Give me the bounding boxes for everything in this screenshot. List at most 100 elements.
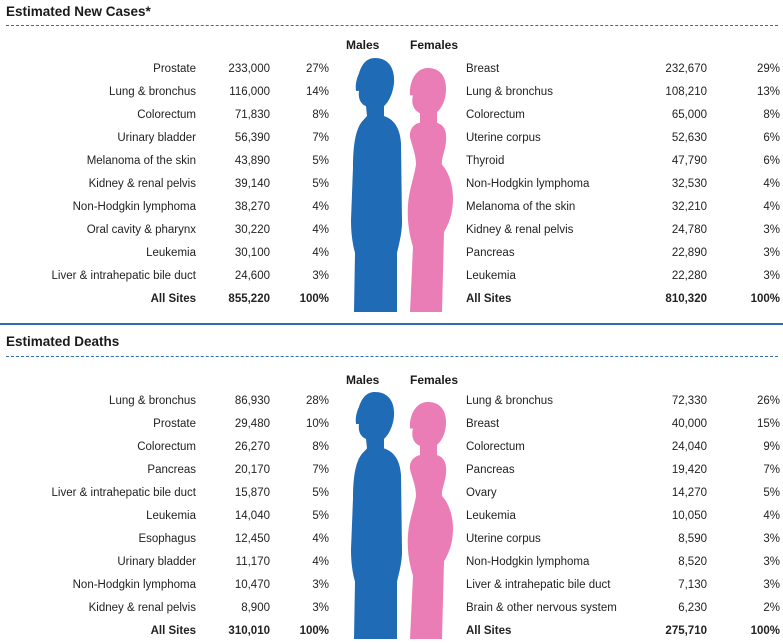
female-site-name: Uterine corpus [466, 132, 541, 144]
female-site-name: Colorectum [466, 441, 525, 453]
male-case-count: 14,040 [234, 510, 270, 522]
male-case-count: 38,270 [234, 201, 270, 213]
female-percent: 26% [756, 395, 780, 407]
female-site-name: Lung & bronchus [466, 395, 553, 407]
male-site-name: Oral cavity & pharynx [86, 224, 196, 236]
table-row: Colorectum 71,830 8% Colorectum 65,000 8% [0, 104, 783, 127]
female-site-name: Colorectum [466, 109, 525, 121]
table-row: Esophagus 12,450 4% Uterine corpus 8,590 3% [0, 528, 783, 551]
female-case-count: 8,590 [678, 533, 707, 545]
female-site-name: Lung & bronchus [466, 86, 553, 98]
female-case-count: 19,420 [671, 464, 707, 476]
male-site-name: Prostate [153, 63, 196, 75]
male-case-count: 56,390 [234, 132, 270, 144]
female-percent: 9% [763, 441, 780, 453]
male-percent: 3% [312, 579, 329, 591]
female-percent: 4% [763, 510, 780, 522]
male-case-count: 11,170 [235, 556, 270, 568]
male-site-name: Kidney & renal pelvis [88, 178, 196, 190]
male-site-name: All Sites [150, 625, 196, 637]
male-percent: 3% [312, 270, 329, 282]
female-percent: 29% [756, 63, 780, 75]
female-case-count: 24,040 [671, 441, 707, 453]
table-row: Kidney & renal pelvis 39,140 5% Non-Hodgkin… [0, 173, 783, 196]
table-row: Urinary bladder 56,390 7% Uterine corpus 52,… [0, 127, 783, 150]
male-percent: 4% [312, 533, 329, 545]
table-row: Melanoma of the skin 43,890 5% Thyroid 47,79… [0, 150, 783, 173]
female-site-name: Ovary [466, 487, 497, 499]
table-row: Colorectum 26,270 8% Colorectum 24,040 9% [0, 436, 783, 459]
total-row: All Sites 855,220 100% All Sites 810,320 100% [0, 288, 783, 311]
female-percent: 3% [763, 270, 780, 282]
male-case-count: 116,000 [229, 86, 270, 98]
new-cases-males-label: Males [346, 38, 380, 52]
table-row: Lung & bronchus 86,930 28% Lung & bronchus 7… [0, 390, 783, 413]
table-row: Prostate 233,000 27% Breast 232,670 29% [0, 58, 783, 81]
male-percent: 5% [312, 155, 329, 167]
male-percent: 27% [305, 63, 329, 75]
female-case-count: 72,330 [671, 395, 707, 407]
table-row: Urinary bladder 11,170 4% Non-Hodgkin lymph… [0, 551, 783, 574]
female-percent: 8% [763, 109, 780, 121]
table-row: Lung & bronchus 116,000 14% Lung & bronchus… [0, 81, 783, 104]
female-site-name: Thyroid [466, 155, 505, 167]
male-site-name: Liver & intrahepatic bile duct [51, 270, 196, 282]
female-percent: 3% [763, 224, 780, 236]
male-percent: 8% [312, 109, 329, 121]
table-row: Prostate 29,480 10% Breast 40,000 15% [0, 413, 783, 436]
deaths-dashed-rule [6, 356, 778, 357]
male-percent: 4% [312, 224, 329, 236]
female-percent: 3% [763, 533, 780, 545]
female-case-count: 24,780 [671, 224, 707, 236]
male-percent: 14% [305, 86, 329, 98]
female-case-count: 6,230 [678, 602, 707, 614]
female-site-name: Breast [466, 418, 500, 430]
male-site-name: Lung & bronchus [109, 86, 196, 98]
male-case-count: 39,140 [234, 178, 270, 190]
male-percent: 7% [312, 132, 329, 144]
table-row: Liver & intrahepatic bile duct 24,600 3% Le… [0, 265, 783, 288]
male-case-count: 8,900 [241, 602, 270, 614]
total-row: All Sites 310,010 100% All Sites 275,710 100% [0, 620, 783, 643]
male-case-count: 15,870 [234, 487, 270, 499]
female-case-count: 22,890 [671, 247, 707, 259]
female-case-count: 14,270 [671, 487, 707, 499]
male-percent: 10% [305, 418, 329, 430]
new-cases-females-label: Females [410, 38, 459, 52]
table-row: Leukemia 30,100 4% Pancreas 22,890 3% [0, 242, 783, 265]
female-case-count: 32,530 [671, 178, 707, 190]
table-row: Leukemia 14,040 5% Leukemia 10,050 4% [0, 505, 783, 528]
male-percent: 5% [312, 487, 329, 499]
female-percent: 6% [763, 155, 780, 167]
new-cases-title: Estimated New Cases* [6, 4, 151, 19]
female-case-count: 108,210 [665, 86, 707, 98]
female-case-count: 47,790 [671, 155, 707, 167]
male-percent: 100% [299, 293, 329, 305]
female-site-name: All Sites [466, 625, 512, 637]
female-site-name: Pancreas [466, 247, 515, 259]
male-site-name: Leukemia [146, 247, 196, 259]
male-site-name: Urinary bladder [117, 556, 196, 568]
table-row: Pancreas 20,170 7% Pancreas 19,420 7% [0, 459, 783, 482]
female-percent: 3% [763, 579, 780, 591]
male-site-name: Colorectum [137, 109, 196, 121]
female-site-name: Non-Hodgkin lymphoma [466, 556, 590, 568]
table-row: Kidney & renal pelvis 8,900 3% Brain & othe… [0, 597, 783, 620]
female-case-count: 32,210 [671, 201, 707, 213]
male-percent: 4% [312, 201, 329, 213]
male-percent: 4% [312, 247, 329, 259]
female-case-count: 40,000 [671, 418, 707, 430]
female-site-name: Liver & intrahepatic bile duct [466, 579, 611, 591]
male-case-count: 24,600 [234, 270, 270, 282]
section-divider [0, 323, 783, 325]
male-site-name: Esophagus [138, 533, 196, 545]
male-percent: 28% [305, 395, 329, 407]
male-site-name: Melanoma of the skin [86, 155, 196, 167]
female-percent: 4% [763, 178, 780, 190]
male-site-name: Leukemia [146, 510, 196, 522]
female-case-count: 10,050 [671, 510, 707, 522]
male-case-count: 29,480 [234, 418, 270, 430]
male-percent: 5% [312, 510, 329, 522]
male-site-name: Non-Hodgkin lymphoma [72, 579, 196, 591]
male-site-name: Urinary bladder [117, 132, 196, 144]
